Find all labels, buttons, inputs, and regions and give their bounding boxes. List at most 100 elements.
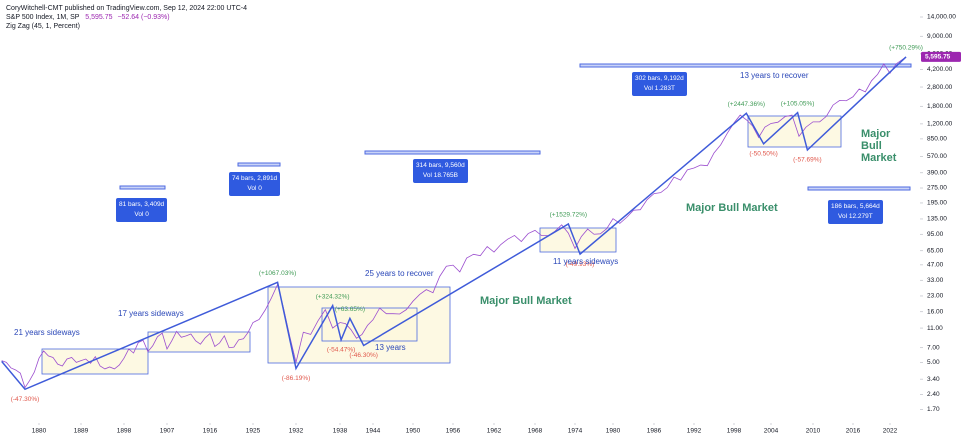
- y-tick-label: 195.00: [927, 200, 947, 207]
- annotation: 25 years to recover: [365, 269, 434, 278]
- measure-range: [119, 185, 166, 190]
- y-tick-label: 4,200.00: [927, 66, 953, 73]
- x-tick-label: 1962: [487, 428, 502, 435]
- y-tick-label: 1.70: [927, 406, 940, 413]
- range-boxes: [41, 115, 842, 375]
- price-tag: [921, 51, 961, 62]
- change-label: (-46.30%): [349, 352, 378, 359]
- header-line: S&P 500 Index, 1M, SP 5,595.75 −52.64 (−…: [6, 14, 170, 21]
- y-tick-label: 135.00: [927, 216, 947, 223]
- annotation: 13 years: [375, 343, 406, 352]
- change-label: (+1067.03%): [259, 270, 296, 277]
- y-tick-label: 1,200.00: [927, 121, 953, 128]
- y-tick-label: 390.00: [927, 170, 947, 177]
- measure-box: 74 bars, 2,891d Vol 0: [229, 172, 281, 196]
- change-label: (-50.50%): [749, 151, 778, 158]
- measure-box: 314 bars, 9,560d Vol 18.765B: [413, 159, 468, 183]
- publisher: CoryWitchell-CMT published on TradingVie…: [6, 5, 247, 12]
- y-tick-label: 3.40: [927, 376, 940, 383]
- x-tick-label: 2010: [806, 428, 821, 435]
- x-tick-label: 1956: [446, 428, 461, 435]
- measure-box: 81 bars, 3,409d Vol 0: [116, 198, 168, 222]
- measure-range: [579, 63, 912, 68]
- x-tick-label: 1938: [333, 428, 348, 435]
- measure-range: [364, 150, 541, 155]
- y-tick-label: 16.00: [927, 308, 944, 315]
- header-price: 5,595.75: [85, 14, 112, 21]
- x-tick-label: 1986: [647, 428, 662, 435]
- symbol: S&P 500 Index, 1M, SP: [6, 14, 80, 21]
- y-tick-label: 33.00: [927, 277, 944, 284]
- change-label: (-47.30%): [11, 396, 40, 403]
- change-label: (-57.69%): [793, 157, 822, 164]
- y-tick-label: 9,000.00: [927, 33, 953, 40]
- y-tick-label: 7.00: [927, 344, 940, 351]
- header-change: −52.64 (−0.93%): [117, 14, 169, 21]
- range-box: [747, 115, 842, 148]
- zigzag-line: [1, 56, 907, 391]
- bull-label: Major Bull Market: [686, 202, 778, 214]
- measure-box: 302 bars, 9,192d Vol 1.283T: [632, 72, 687, 96]
- measure-text: 302 bars, 9,192d: [635, 75, 684, 82]
- measure-vol: Vol 12.279T: [838, 213, 873, 220]
- change-label: (+105.05%): [781, 100, 815, 107]
- measure-text: 186 bars, 5,664d: [831, 203, 880, 210]
- change-label: (+324.32%): [316, 293, 350, 300]
- x-tick-label: 1880: [32, 428, 47, 435]
- measure-vol: Vol 1.283T: [643, 85, 675, 92]
- change-label: (+2447.36%): [728, 101, 765, 108]
- measure-vol: Vol 18.765B: [422, 172, 458, 179]
- annotation: 13 years to recover: [740, 71, 809, 80]
- change-label: (-49.93%): [566, 261, 595, 268]
- measure-range: [237, 162, 281, 167]
- x-tick-label: 1968: [528, 428, 543, 435]
- x-tick-label: 1944: [366, 428, 381, 435]
- change-label: (+750.29%): [889, 45, 923, 52]
- measure-vol: Vol 0: [247, 185, 262, 192]
- x-tick-label: 2016: [846, 428, 861, 435]
- y-tick-label: 14,000.00: [927, 14, 956, 21]
- range-box: [147, 331, 251, 353]
- range-box: [41, 348, 149, 375]
- price-tag-label: 5,595.75: [925, 54, 951, 61]
- y-tick-label: 2,800.00: [927, 84, 953, 91]
- measure-box: 186 bars, 5,664d Vol 12.279T: [828, 200, 883, 224]
- x-tick-label: 1998: [727, 428, 742, 435]
- y-tick-label: 23.00: [927, 293, 944, 300]
- measure-ranges: [119, 63, 912, 191]
- price-line: [1, 56, 907, 389]
- y-tick-label: 95.00: [927, 231, 944, 238]
- y-tick-label: 275.00: [927, 185, 947, 192]
- x-tick-label: 1932: [289, 428, 304, 435]
- bull-label: Major Bull Market: [480, 295, 572, 307]
- y-tick-label: 570.00: [927, 153, 947, 160]
- x-tick-label: 2004: [764, 428, 779, 435]
- change-label: (+1529.72%): [550, 212, 587, 219]
- indicator: Zig Zag (45, 1, Percent): [6, 23, 80, 30]
- measure-vol: Vol 0: [134, 211, 149, 218]
- y-tick-label: 1,800.00: [927, 103, 953, 110]
- y-tick-label: 2.40: [927, 391, 940, 398]
- measure-text: 74 bars, 2,891d: [232, 175, 278, 182]
- x-tick-label: 1907: [160, 428, 175, 435]
- y-tick-label: 47.00: [927, 262, 944, 269]
- change-label: (+63.65%): [335, 306, 365, 313]
- y-tick-label: 11.00: [927, 325, 943, 332]
- measure-range: [807, 186, 911, 191]
- measure-text: 314 bars, 9,560d: [416, 162, 465, 169]
- bull-label: Major Bull Market: [861, 128, 897, 164]
- x-tick-label: 1925: [246, 428, 261, 435]
- x-tick-label: 1992: [687, 428, 702, 435]
- x-tick-label: 1889: [74, 428, 89, 435]
- annotation: 11 years sideways: [553, 257, 619, 266]
- x-tick-label: 1916: [203, 428, 218, 435]
- annotation: 17 years sideways: [118, 309, 184, 318]
- x-tick-label: 2022: [883, 428, 898, 435]
- x-tick-label: 1974: [568, 428, 583, 435]
- measure-text: 81 bars, 3,409d: [119, 201, 165, 208]
- y-tick-label: 5.00: [927, 359, 940, 366]
- change-label: (-86.19%): [282, 375, 311, 382]
- annotation: 21 years sideways: [14, 328, 80, 337]
